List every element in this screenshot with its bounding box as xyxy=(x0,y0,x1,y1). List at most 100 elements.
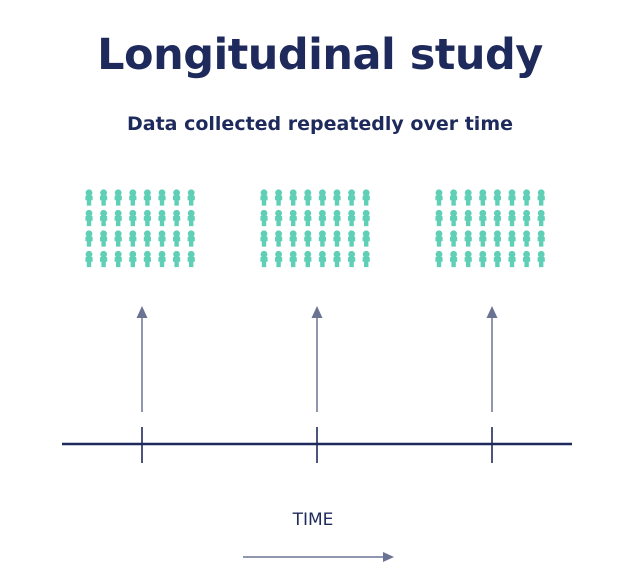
person-icon xyxy=(129,230,137,247)
person-icon xyxy=(450,189,458,206)
person-icon xyxy=(275,250,283,268)
person-icon xyxy=(304,230,312,247)
person-icon xyxy=(333,250,341,268)
person-icon xyxy=(362,250,370,268)
person-icon xyxy=(158,250,166,268)
observation-arrow-3 xyxy=(486,306,498,412)
person-icon xyxy=(260,189,268,206)
person-icon xyxy=(333,230,341,247)
person-icon xyxy=(537,250,545,268)
person-icon xyxy=(348,209,356,227)
person-icon xyxy=(479,209,487,227)
person-icon xyxy=(173,209,181,227)
person-icon xyxy=(464,189,472,206)
person-icon xyxy=(523,250,531,268)
person-icon xyxy=(85,209,93,227)
person-icon xyxy=(523,189,531,206)
person-icon xyxy=(143,250,151,268)
person-icon xyxy=(493,189,501,206)
page-subtitle: Data collected repeatedly over time xyxy=(126,113,514,135)
people-group-3 xyxy=(435,189,545,268)
person-icon xyxy=(493,230,501,247)
person-icon xyxy=(260,209,268,227)
person-icon xyxy=(537,189,545,206)
person-icon xyxy=(158,189,166,206)
person-icon xyxy=(333,209,341,227)
person-icon xyxy=(129,209,137,227)
person-icon xyxy=(187,209,195,227)
person-icon xyxy=(348,189,356,206)
person-icon xyxy=(289,230,297,247)
person-icon xyxy=(348,230,356,247)
people-groups xyxy=(85,189,545,268)
person-icon xyxy=(333,189,341,206)
person-icon xyxy=(304,250,312,268)
person-icon xyxy=(129,250,137,268)
right-arrow-icon xyxy=(383,552,394,562)
person-icon xyxy=(260,250,268,268)
person-icon xyxy=(450,209,458,227)
person-icon xyxy=(304,209,312,227)
person-icon xyxy=(537,209,545,227)
person-icon xyxy=(129,189,137,206)
person-icon xyxy=(435,230,443,247)
person-icon xyxy=(479,250,487,268)
person-icon xyxy=(187,189,195,206)
person-icon xyxy=(85,230,93,247)
observation-arrow-2 xyxy=(311,306,323,412)
person-icon xyxy=(275,189,283,206)
person-icon xyxy=(100,189,108,206)
up-arrow-icon xyxy=(486,306,498,318)
person-icon xyxy=(435,209,443,227)
person-icon xyxy=(100,230,108,247)
person-icon xyxy=(114,189,122,206)
person-icon xyxy=(523,230,531,247)
person-icon xyxy=(173,250,181,268)
person-icon xyxy=(508,250,516,268)
person-icon xyxy=(289,209,297,227)
person-icon xyxy=(289,250,297,268)
person-icon xyxy=(100,209,108,227)
person-icon xyxy=(114,250,122,268)
person-icon xyxy=(464,209,472,227)
person-icon xyxy=(114,230,122,247)
person-icon xyxy=(508,209,516,227)
person-icon xyxy=(479,230,487,247)
person-icon xyxy=(537,230,545,247)
person-icon xyxy=(464,230,472,247)
person-icon xyxy=(435,250,443,268)
person-icon xyxy=(508,189,516,206)
people-group-2 xyxy=(260,189,370,268)
observation-arrows xyxy=(136,306,498,412)
person-icon xyxy=(85,189,93,206)
person-icon xyxy=(304,189,312,206)
person-icon xyxy=(435,189,443,206)
person-icon xyxy=(275,209,283,227)
person-icon xyxy=(362,209,370,227)
person-icon xyxy=(187,250,195,268)
person-icon xyxy=(100,250,108,268)
time-direction-arrow xyxy=(243,552,394,562)
person-icon xyxy=(85,250,93,268)
person-icon xyxy=(143,209,151,227)
person-icon xyxy=(173,230,181,247)
time-label: TIME xyxy=(292,510,334,530)
person-icon xyxy=(318,209,326,227)
person-icon xyxy=(158,230,166,247)
person-icon xyxy=(143,189,151,206)
person-icon xyxy=(464,250,472,268)
person-icon xyxy=(158,209,166,227)
person-icon xyxy=(362,189,370,206)
timeline xyxy=(62,427,572,463)
person-icon xyxy=(318,250,326,268)
person-icon xyxy=(143,230,151,247)
person-icon xyxy=(318,189,326,206)
person-icon xyxy=(508,230,516,247)
person-icon xyxy=(187,230,195,247)
person-icon xyxy=(479,189,487,206)
person-icon xyxy=(493,250,501,268)
person-icon xyxy=(289,189,297,206)
person-icon xyxy=(493,209,501,227)
up-arrow-icon xyxy=(136,306,148,318)
